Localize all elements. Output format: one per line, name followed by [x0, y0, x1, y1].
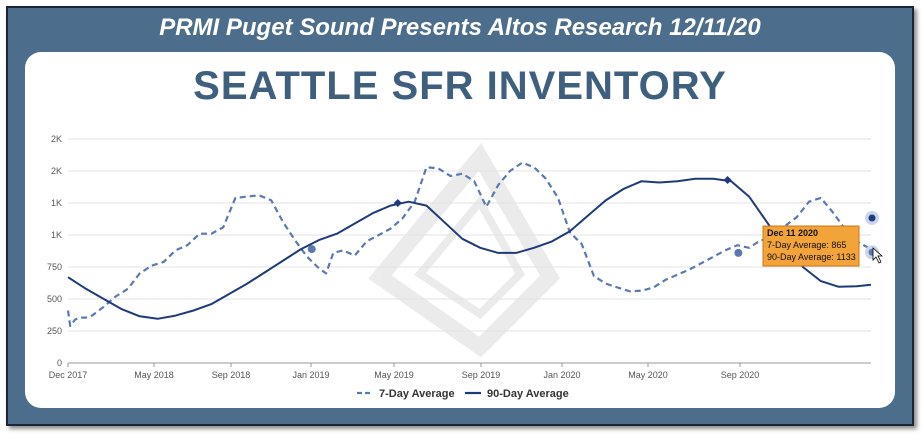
series-90-day-marker[interactable]: [393, 199, 402, 207]
x-tick-label: Sep 2019: [462, 370, 501, 380]
tooltip-box: [762, 225, 860, 267]
tooltip-date: Dec 11 2020: [767, 228, 818, 238]
x-tick-label: Sep 2018: [212, 370, 251, 380]
series-line-7-day[interactable]: [66, 161, 872, 327]
hover-point-90-day[interactable]: [868, 214, 876, 222]
y-tick-label: 1K: [51, 198, 62, 208]
tooltip-7-day-value: 7-Day Average: 865: [767, 240, 846, 250]
mouse-cursor-icon: [872, 247, 884, 264]
x-tick-label: Jan 2019: [292, 370, 329, 380]
legend-label-90-day[interactable]: 90-Day Average: [487, 388, 569, 400]
watermark-logo: [368, 143, 561, 358]
series-line-90-day[interactable]: [67, 177, 872, 320]
banner-title: PRMI Puget Sound Presents Altos Research…: [159, 14, 761, 41]
line-chart[interactable]: 0 250 500 750 1K 1K 2K 2K Dec 2017 May 2018 Sep 20…: [25, 52, 895, 408]
outer-frame: PRMI Puget Sound Presents Altos Research…: [6, 6, 914, 426]
chart-panel: SEATTLE SFR INVENTORY 0 250 500 750 1K 1K 2K 2K…: [25, 52, 895, 408]
y-tick-label: 750: [47, 262, 62, 272]
x-tick-label: May 2020: [628, 370, 668, 380]
y-tick-label: 2K: [51, 166, 62, 176]
y-tick-label: 1K: [51, 230, 62, 240]
x-tick-label: Jan 2020: [543, 370, 580, 380]
chart-title: SEATTLE SFR INVENTORY: [193, 64, 727, 108]
y-tick-label: 2K: [51, 134, 62, 144]
x-tick-label: May 2019: [374, 370, 414, 380]
y-tick-label: 0: [57, 358, 62, 368]
series-90-day-marker[interactable]: [723, 175, 732, 184]
x-tick-label: Sep 2020: [721, 370, 760, 380]
x-tick-label: Dec 2017: [49, 370, 88, 380]
tooltip-90-day-value: 90-Day Average: 1133: [767, 252, 856, 262]
y-tick-label: 500: [47, 294, 62, 304]
legend[interactable]: 7-Day Average 90-Day Average: [357, 388, 569, 400]
legend-label-7-day[interactable]: 7-Day Average: [379, 388, 455, 400]
tooltip: Dec 11 2020 7-Day Average: 865 90-Day Aver…: [762, 225, 860, 267]
series-7-day-marker[interactable]: [307, 245, 316, 254]
y-tick-label: 250: [47, 326, 62, 336]
x-tick-label: May 2018: [134, 370, 174, 380]
series-7-day-marker[interactable]: [734, 248, 743, 257]
